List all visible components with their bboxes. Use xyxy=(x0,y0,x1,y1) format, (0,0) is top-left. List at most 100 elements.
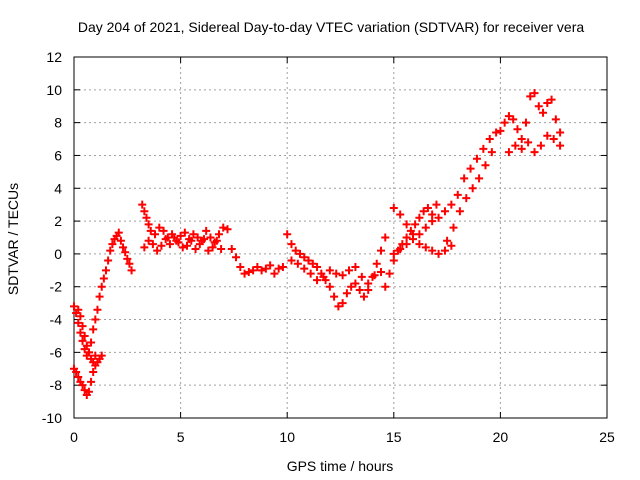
x-tick-label: 20 xyxy=(493,429,509,445)
y-tick-label: 10 xyxy=(46,82,62,98)
data-point xyxy=(517,135,526,144)
data-point xyxy=(481,161,490,170)
data-point xyxy=(146,226,155,235)
data-point xyxy=(345,266,354,275)
data-point xyxy=(389,203,398,212)
x-tick-label: 25 xyxy=(599,429,615,445)
data-point xyxy=(432,200,441,209)
data-point xyxy=(330,292,339,301)
data-point xyxy=(472,154,481,163)
data-point xyxy=(549,135,558,144)
data-point xyxy=(84,387,93,396)
data-point xyxy=(287,240,296,249)
data-point xyxy=(208,243,217,252)
data-point xyxy=(76,328,85,337)
data-point xyxy=(475,174,484,183)
data-point xyxy=(440,246,449,255)
data-point xyxy=(195,240,204,249)
data-point xyxy=(313,276,322,285)
data-point xyxy=(95,292,104,301)
data-point xyxy=(332,269,341,278)
data-point xyxy=(223,225,232,234)
data-point xyxy=(381,233,390,242)
data-point xyxy=(151,230,160,239)
data-point xyxy=(74,372,83,381)
data-point xyxy=(283,230,292,239)
data-point xyxy=(123,254,132,263)
data-point xyxy=(313,263,322,272)
data-point xyxy=(144,236,153,245)
data-point xyxy=(487,148,496,157)
data-point xyxy=(244,267,253,276)
data-point xyxy=(377,246,386,255)
data-point xyxy=(524,138,533,147)
x-tick-label: 5 xyxy=(177,429,185,445)
data-point xyxy=(214,230,223,239)
data-point xyxy=(543,131,552,140)
data-point xyxy=(70,302,78,311)
data-point xyxy=(170,233,179,242)
data-point xyxy=(97,282,106,291)
data-point xyxy=(534,102,543,111)
data-point xyxy=(125,259,134,268)
data-point xyxy=(108,240,117,249)
data-point xyxy=(462,194,471,203)
data-point xyxy=(556,128,565,137)
data-point xyxy=(372,259,381,268)
data-point xyxy=(536,141,545,150)
y-tick-label: 12 xyxy=(46,49,62,65)
data-point xyxy=(295,249,304,258)
data-point xyxy=(148,240,157,249)
data-point xyxy=(193,233,202,242)
data-point xyxy=(415,240,424,249)
data-point xyxy=(93,305,102,314)
y-tick-label: 8 xyxy=(54,115,62,131)
data-point xyxy=(74,305,83,314)
x-tick-label: 0 xyxy=(70,429,78,445)
data-point xyxy=(78,322,87,331)
data-point xyxy=(142,213,151,222)
data-point xyxy=(543,98,552,107)
y-tick-label: -6 xyxy=(50,344,63,360)
grid-layer xyxy=(74,57,607,418)
x-tick-label: 10 xyxy=(279,429,295,445)
data-point xyxy=(300,253,309,262)
data-point xyxy=(556,141,565,150)
data-point xyxy=(200,235,209,244)
data-point xyxy=(212,236,221,245)
data-point xyxy=(485,135,494,144)
data-point xyxy=(82,341,91,350)
data-point xyxy=(174,238,183,247)
data-point xyxy=(99,274,108,283)
data-point xyxy=(176,231,185,240)
data-point xyxy=(338,299,347,308)
y-tick-label: -8 xyxy=(50,377,63,393)
data-point xyxy=(496,126,505,135)
data-point xyxy=(159,226,168,235)
data-point xyxy=(421,243,430,252)
data-point xyxy=(447,200,456,209)
data-point xyxy=(319,272,328,281)
data-point xyxy=(364,279,373,288)
data-point xyxy=(114,228,123,237)
data-point xyxy=(257,266,266,275)
data-point xyxy=(161,235,170,244)
data-point xyxy=(304,256,313,265)
data-point xyxy=(504,112,513,121)
x-axis-label: GPS time / hours xyxy=(287,458,394,474)
data-point xyxy=(381,282,390,291)
data-point xyxy=(89,358,98,367)
data-point xyxy=(511,141,520,150)
data-point xyxy=(466,164,475,173)
data-point xyxy=(180,228,189,237)
data-point xyxy=(274,264,283,273)
y-tick-label: 2 xyxy=(54,213,62,229)
data-point xyxy=(189,230,198,239)
data-point xyxy=(278,263,287,272)
data-point xyxy=(325,282,334,291)
data-point xyxy=(396,210,405,219)
data-point xyxy=(76,312,85,321)
data-point xyxy=(370,271,379,280)
data-point xyxy=(140,243,149,252)
data-point xyxy=(468,184,477,193)
